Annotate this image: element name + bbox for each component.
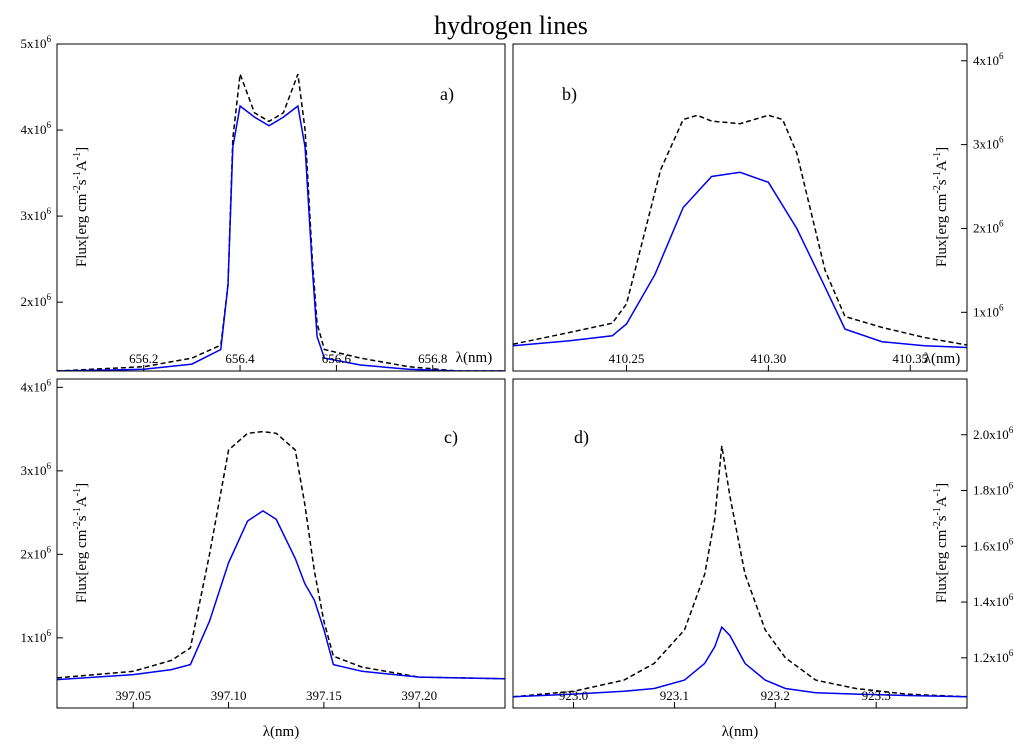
y-tick-label: 1x106 (21, 628, 52, 645)
solid-series-line (57, 510, 505, 681)
x-tick-label: 656.4 (225, 351, 255, 366)
panel-label: d) (574, 427, 589, 448)
x-tick-label: 410.25 (609, 351, 645, 366)
panel-4: 923.0 923.1 923.2 923.3 1.2x106 1.4x106 1.6x10… (512, 378, 1014, 740)
figure-title: hydrogen lines (434, 11, 588, 40)
plot-frame (512, 378, 968, 709)
y-tick-label: 2x106 (973, 218, 1004, 235)
panel-label: c) (444, 427, 458, 448)
solid-series-line (513, 625, 967, 698)
x-tick-label: 410.35 (892, 351, 928, 366)
x-tick-label: 397.10 (211, 688, 247, 703)
dashed-series-line (513, 445, 967, 698)
y-tick-label: 3x106 (21, 206, 52, 223)
plot-frame (56, 378, 506, 709)
y-tick-label: 4x106 (21, 377, 52, 394)
x-tick-label: 923.3 (862, 688, 891, 703)
dashed-series-line (57, 430, 505, 680)
x-tick-label: 656.2 (129, 351, 158, 366)
plot-frame (512, 43, 968, 372)
y-tick-label: 1.6x106 (973, 536, 1014, 553)
panel-3: 397.05 397.10 397.15 397.20 1x106 2x106 3x106 4… (21, 377, 506, 740)
y-axis-label: Flux[erg cm-2s-1A-1] (72, 147, 90, 267)
y-tick-label: 2.0x106 (973, 425, 1014, 442)
solid-series-line (57, 104, 505, 371)
y-axis-label: Flux[erg cm-2s-1A-1] (932, 483, 950, 603)
x-axis-label: λ(nm) (456, 350, 492, 366)
panel-1: 656.2 656.4 656.6 656.8 2x106 3x106 4x106 5x106… (21, 34, 506, 372)
x-axis-label: λ(nm) (722, 724, 758, 740)
panel-2: 410.25 410.30 410.35 1x106 2x106 3x106 4x106 b)… (512, 43, 1004, 372)
x-tick-label: 397.05 (115, 688, 151, 703)
panel-label: b) (562, 84, 577, 105)
x-tick-label: 923.1 (660, 688, 689, 703)
x-tick-label: 397.15 (306, 688, 342, 703)
plot-frame (56, 43, 506, 372)
x-tick-label: 923.2 (761, 688, 790, 703)
solid-series-line (513, 171, 967, 349)
panels: 656.2 656.4 656.6 656.8 2x106 3x106 4x106 5x106… (21, 34, 1014, 740)
x-axis-label: λ(nm) (263, 724, 299, 740)
y-tick-label: 3x106 (973, 135, 1004, 152)
x-tick-label: 923.0 (559, 688, 588, 703)
y-tick-label: 4x106 (21, 120, 52, 137)
x-tick-label: 397.20 (401, 688, 437, 703)
x-axis-label: λ(nm) (924, 351, 960, 367)
y-tick-label: 4x106 (973, 51, 1004, 68)
y-axis-label: Flux[erg cm-2s-1A-1] (72, 483, 90, 603)
y-tick-label: 5x106 (21, 34, 52, 51)
y-tick-label: 1.8x106 (973, 481, 1014, 498)
y-tick-label: 1.2x106 (973, 648, 1014, 665)
y-tick-label: 2x106 (21, 292, 52, 309)
x-tick-label: 656.8 (418, 351, 447, 366)
y-axis-label: Flux[erg cm-2s-1A-1] (932, 147, 950, 267)
y-tick-label: 1.4x106 (973, 592, 1014, 609)
x-tick-label: 410.30 (751, 351, 787, 366)
y-tick-label: 3x106 (21, 461, 52, 478)
y-tick-label: 1x106 (973, 302, 1004, 319)
dashed-series-line (57, 73, 505, 371)
x-tick-label: 656.6 (322, 351, 352, 366)
y-tick-label: 2x106 (21, 544, 52, 561)
dashed-series-line (513, 114, 967, 346)
panel-label: a) (440, 84, 454, 105)
